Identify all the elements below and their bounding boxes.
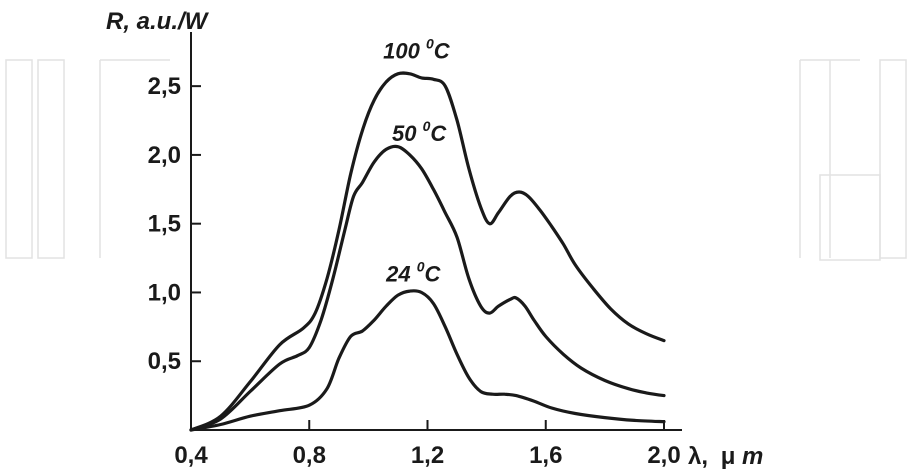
watermark bbox=[5, 59, 907, 261]
y-tick-label: 0,5 bbox=[148, 348, 181, 375]
series-line-1 bbox=[189, 144, 666, 432]
series-label-1: 50 0C bbox=[392, 118, 447, 146]
x-axis-label: λ, μ m bbox=[688, 443, 763, 470]
series-label-2: 24 0C bbox=[385, 258, 441, 286]
series-label-main: 100 bbox=[383, 39, 426, 64]
x-tick-label: 1,2 bbox=[411, 442, 444, 469]
y-tick-label: 1,5 bbox=[148, 211, 181, 238]
y-tick-label: 2,0 bbox=[148, 142, 181, 169]
x-tick-label: 0,8 bbox=[293, 442, 326, 469]
x-tick-label: 0,4 bbox=[174, 442, 208, 469]
y-tick-label: 1,0 bbox=[148, 279, 181, 306]
series-label-main: 24 bbox=[385, 261, 417, 286]
x-axis-label-mu: μ bbox=[721, 443, 736, 470]
y-axis-label: R, a.u./W bbox=[106, 8, 210, 35]
series-label-sup: 0 bbox=[423, 118, 431, 134]
series-label-end: C bbox=[430, 121, 447, 146]
series-label-sup: 0 bbox=[417, 258, 425, 274]
series-line-2 bbox=[189, 289, 666, 432]
series-group bbox=[189, 71, 666, 432]
series-label-main: 50 bbox=[392, 121, 423, 146]
y-ticks: 0,5 1,0 1,5 2,0 2,5 bbox=[148, 73, 201, 375]
x-ticks: 0,4 0,8 1,2 1,6 2,0 bbox=[174, 420, 681, 469]
series-label-end: C bbox=[425, 261, 442, 286]
x-tick-label: 1,6 bbox=[529, 442, 562, 469]
series-label-sup: 0 bbox=[426, 36, 434, 52]
axes bbox=[190, 32, 682, 431]
series-label-0: 100 0C bbox=[383, 36, 451, 64]
x-axis-label-m: m bbox=[742, 443, 763, 470]
x-tick-label: 2,0 bbox=[647, 442, 680, 469]
series-label-end: C bbox=[434, 39, 451, 64]
x-axis-label-symbol: λ, bbox=[688, 443, 708, 470]
y-tick-label: 2,5 bbox=[148, 73, 181, 100]
series-line-0 bbox=[189, 71, 666, 432]
